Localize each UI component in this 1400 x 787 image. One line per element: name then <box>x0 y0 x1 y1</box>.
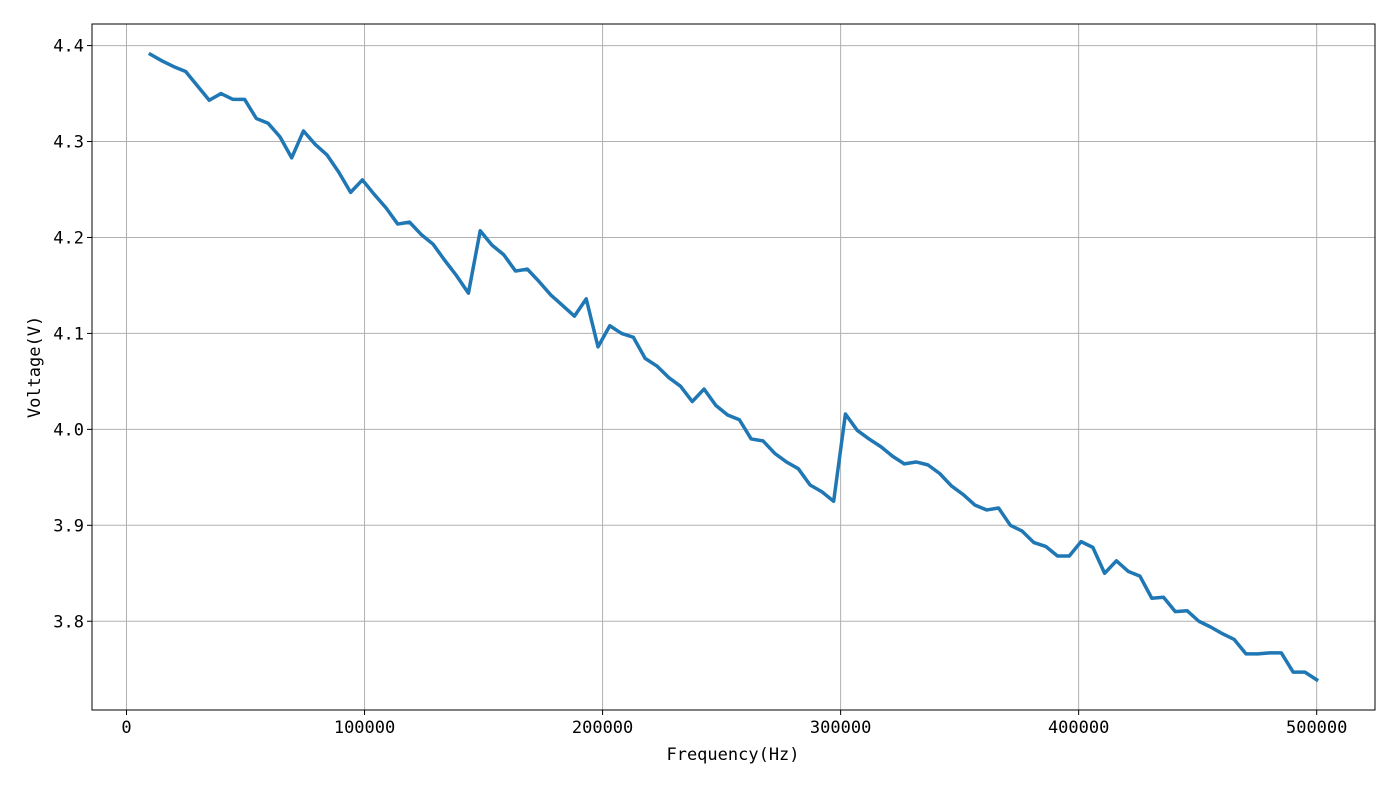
y-tick-label: 4.4 <box>53 37 84 57</box>
y-tick-label: 4.3 <box>53 133 84 153</box>
x-tick-label: 500000 <box>1286 718 1347 738</box>
x-tick-label: 100000 <box>334 718 395 738</box>
y-tick-label: 3.8 <box>53 612 84 632</box>
y-tick-label: 3.9 <box>53 516 84 536</box>
y-tick-label: 4.1 <box>53 324 84 344</box>
line <box>147 51 1320 683</box>
plot-frame <box>91 23 1376 711</box>
y-tick-label: 4.0 <box>53 420 84 440</box>
x-tick-label: 200000 <box>572 718 633 738</box>
y-tick-label: 4.2 <box>53 228 84 248</box>
x-tick-label: 400000 <box>1048 718 1109 738</box>
x-tick-label: 300000 <box>810 718 871 738</box>
x-tick-label: 0 <box>121 718 131 738</box>
x-axis-label: Frequency(Hz) <box>666 745 799 765</box>
y-axis-label: Voltage(V) <box>25 316 45 418</box>
